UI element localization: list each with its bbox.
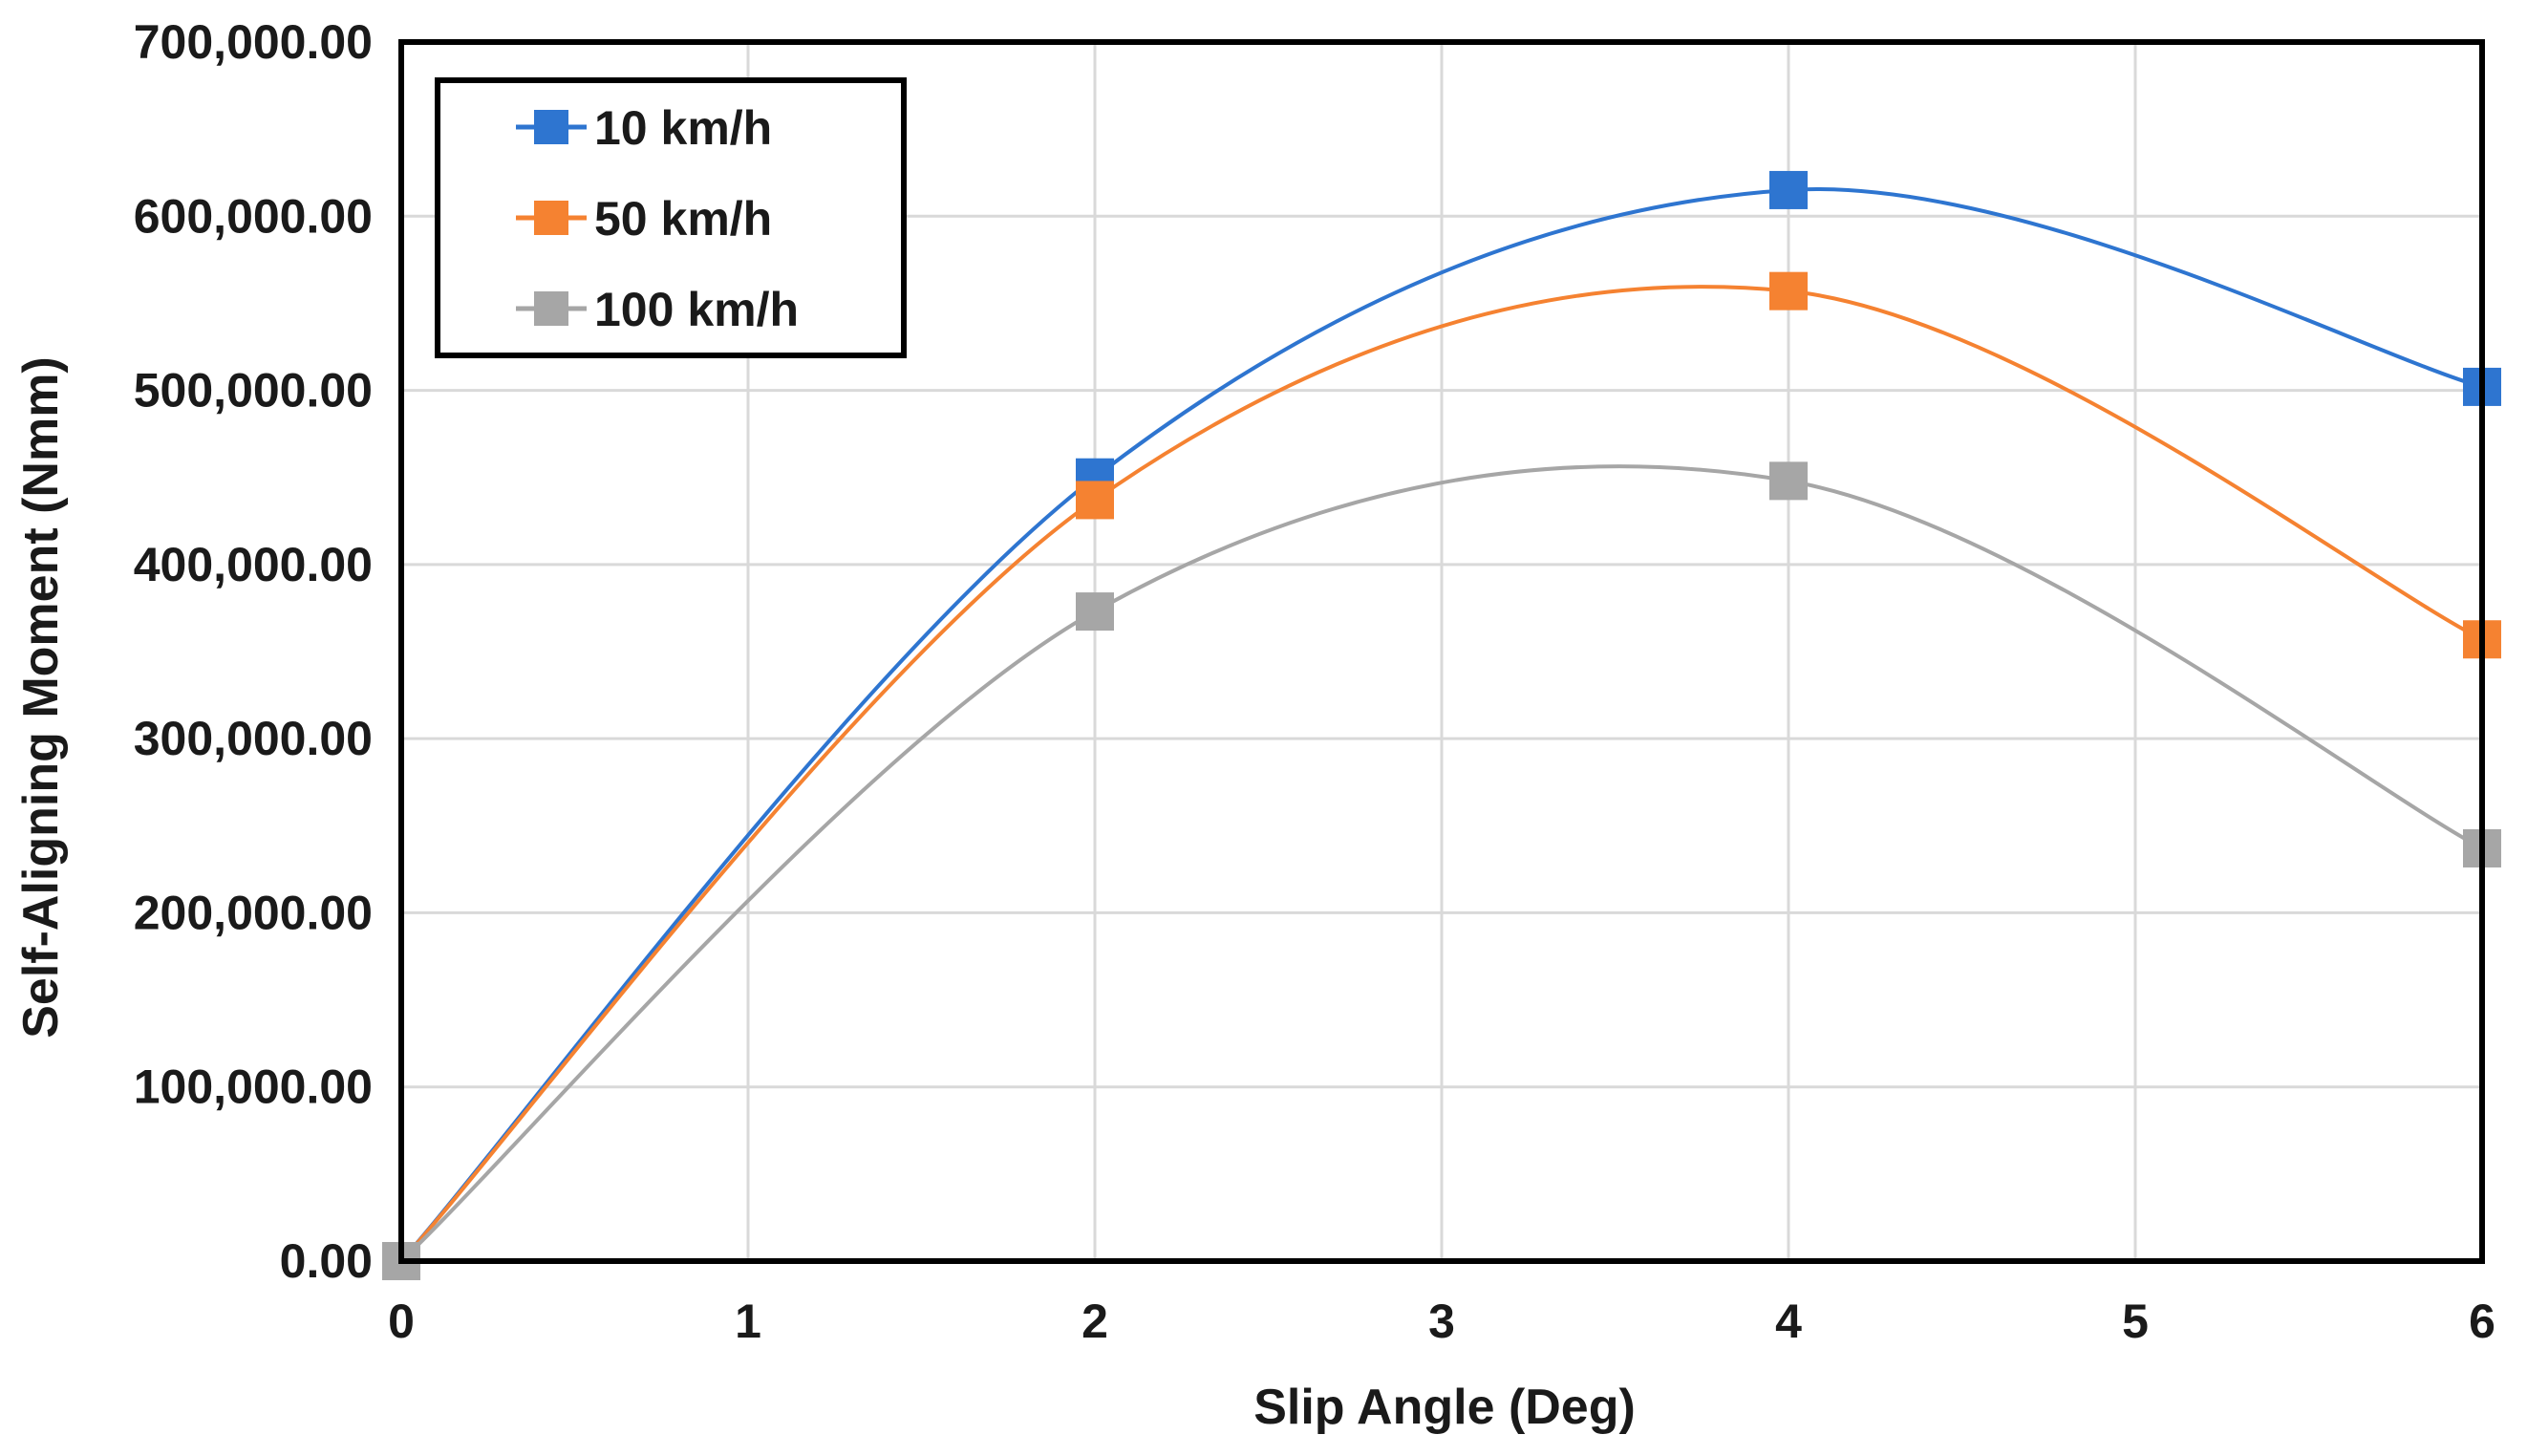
axis-layer: 0.00 100,000.00 200,000.00 300,000.00 400,00… (134, 15, 2495, 1348)
y-tick-label: 100,000.00 (134, 1060, 373, 1114)
x-tick-label: 0 (388, 1295, 415, 1348)
legend-label: 10 km/h (594, 101, 772, 155)
legend-marker (534, 201, 568, 235)
series-line (399, 187, 2483, 1263)
y-tick-label: 700,000.00 (134, 15, 373, 69)
x-axis-title: Slip Angle (Deg) (1253, 1380, 1636, 1435)
data-point (1076, 481, 1114, 520)
plot-frame (398, 39, 2485, 1264)
data-point (1076, 592, 1114, 632)
legend: 10 km/h 50 km/h 100 km/h (435, 77, 907, 358)
x-tick-label: 3 (1428, 1295, 1455, 1348)
series-line (399, 464, 2483, 1263)
data-point (1769, 461, 1808, 501)
legend-label: 50 km/h (594, 192, 772, 246)
y-tick-label: 600,000.00 (134, 189, 373, 243)
series-line (399, 285, 2483, 1263)
x-tick-label: 5 (2122, 1295, 2149, 1348)
y-tick-label: 400,000.00 (134, 538, 373, 591)
series-layer (382, 170, 2501, 1280)
legend-marker (534, 291, 568, 326)
legend-items: 10 km/h 50 km/h 100 km/h (516, 101, 799, 336)
x-tick-label: 2 (1081, 1295, 1108, 1348)
legend-label: 100 km/h (594, 283, 799, 336)
data-point (1769, 170, 1808, 209)
legend-box (435, 77, 907, 358)
y-axis-title: Self-Aligning Moment (Nmm) (13, 356, 69, 1038)
y-tick-label: 500,000.00 (134, 364, 373, 418)
x-tick-label: 6 (2469, 1295, 2495, 1348)
legend-marker (534, 110, 568, 144)
y-tick-label: 200,000.00 (134, 886, 373, 939)
x-tick-label: 4 (1775, 1295, 1802, 1348)
y-tick-label: 0.00 (280, 1234, 373, 1288)
y-tick-label: 300,000.00 (134, 712, 373, 765)
x-tick-label: 1 (735, 1295, 761, 1348)
data-point (1769, 271, 1808, 310)
